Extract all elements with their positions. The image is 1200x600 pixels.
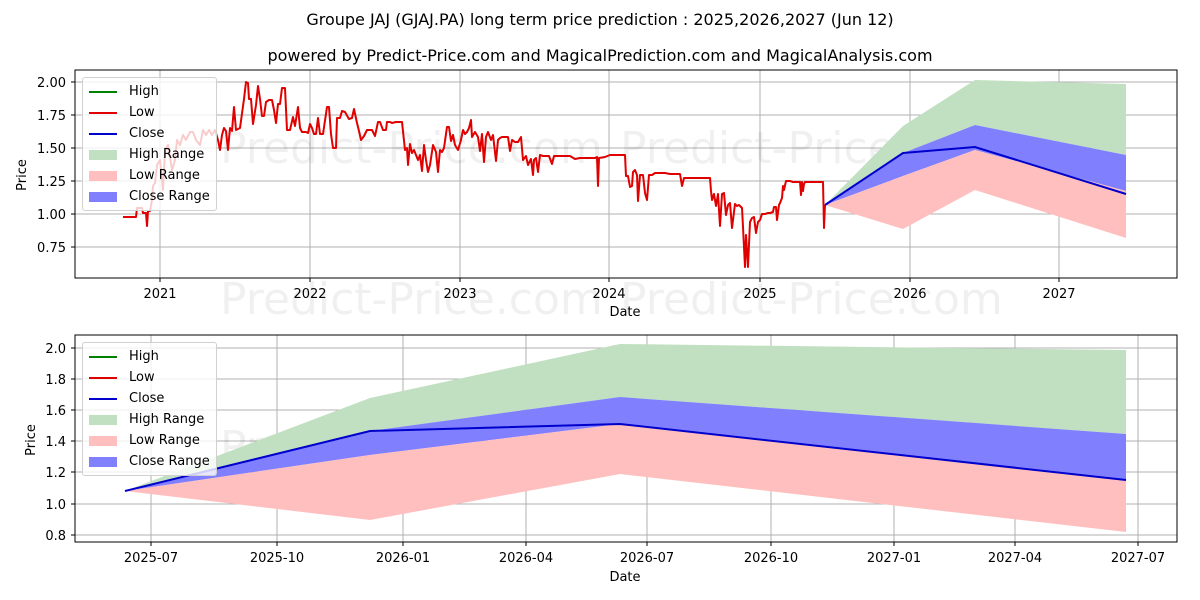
low-range-area <box>125 424 1126 532</box>
x-tick-label: 2026-01 <box>376 551 430 566</box>
line-swatch-icon <box>89 376 117 379</box>
legend-item-close: Close <box>89 123 210 144</box>
close-range-area <box>825 125 1126 205</box>
patch-swatch-icon <box>89 191 117 202</box>
y-tick-label: 1.4 <box>45 435 66 450</box>
legend-item-close-range: Close Range <box>89 451 210 472</box>
y-tick-label: 1.25 <box>37 175 66 190</box>
y-tick-label: 1.00 <box>37 208 66 223</box>
legend-label: Close Range <box>129 454 210 469</box>
watermark: Predict-Price.com <box>620 274 1003 325</box>
line-swatch-icon <box>89 355 117 358</box>
close-forecast-line <box>124 422 1127 492</box>
legend-item-close-range: Close Range <box>89 186 210 207</box>
bottom-axes-frame <box>74 334 1178 543</box>
line-swatch-icon <box>89 397 117 400</box>
legend-label: Low <box>129 105 155 120</box>
bottom-x-ticks: 2025-07 2025-10 2026-01 2026-04 2026-07 … <box>124 551 1165 566</box>
bottom-y-tick-marks <box>71 347 75 536</box>
bottom-legend: High Low Close High Range Low Range Clos… <box>82 342 217 476</box>
bottom-x-axis-label: Date <box>609 570 640 585</box>
y-tick-label: 1.6 <box>45 404 66 419</box>
top-x-axis-label: Date <box>609 305 640 320</box>
x-tick-label: 2027-04 <box>988 551 1042 566</box>
x-tick-label: 2024 <box>592 287 625 302</box>
x-tick-label: 2022 <box>293 287 326 302</box>
high-range-area <box>125 344 1126 491</box>
legend-label: High Range <box>129 412 205 427</box>
line-swatch-icon <box>89 132 117 135</box>
legend-label: Low <box>129 370 155 385</box>
top-chart: Predict-Price.com Predict-Price.com Pred… <box>15 69 1178 325</box>
legend-label: High Range <box>129 147 205 162</box>
legend-item-high-range: High Range <box>89 144 210 165</box>
chart-subtitle: powered by Predict-Price.com and Magical… <box>267 46 933 65</box>
legend-item-low: Low <box>89 367 210 388</box>
patch-swatch-icon <box>89 435 117 446</box>
top-y-ticks: 2.00 1.75 1.50 1.25 1.00 0.75 <box>37 76 66 256</box>
close-range-area <box>125 397 1126 491</box>
x-tick-label: 2026 <box>893 287 926 302</box>
x-tick-label: 2025-10 <box>250 551 304 566</box>
x-tick-label: 2023 <box>443 287 476 302</box>
legend-item-high: High <box>89 346 210 367</box>
legend-item-high-range: High Range <box>89 409 210 430</box>
legend-item-low: Low <box>89 102 210 123</box>
y-tick-label: 2.00 <box>37 76 66 91</box>
close-forecast-line <box>824 145 1127 206</box>
x-tick-label: 2026-04 <box>499 551 553 566</box>
x-tick-label: 2021 <box>143 287 176 302</box>
top-y-axis-label: Price <box>15 159 30 191</box>
legend-item-low-range: Low Range <box>89 430 210 451</box>
bottom-y-ticks: 2.0 1.8 1.6 1.4 1.2 1.0 0.8 <box>45 342 66 544</box>
top-x-tick-marks <box>159 278 1060 282</box>
legend-label: Close Range <box>129 189 210 204</box>
legend-label: Close <box>129 391 165 406</box>
x-tick-label: 2027 <box>1042 287 1075 302</box>
top-legend: High Low Close High Range Low Range Clos… <box>82 77 217 211</box>
y-tick-label: 0.75 <box>37 241 66 256</box>
legend-label: Low Range <box>129 433 200 448</box>
y-tick-label: 1.0 <box>45 498 66 513</box>
legend-item-high: High <box>89 81 210 102</box>
x-tick-label: 2025-07 <box>124 551 178 566</box>
y-tick-label: 0.8 <box>45 529 66 544</box>
line-swatch-icon <box>89 111 117 114</box>
x-tick-label: 2025 <box>743 287 776 302</box>
x-tick-label: 2026-10 <box>744 551 798 566</box>
chart-title: Groupe JAJ (GJAJ.PA) long term price pre… <box>306 10 894 29</box>
legend-label: Low Range <box>129 168 200 183</box>
patch-swatch-icon <box>89 414 117 425</box>
legend-label: Close <box>129 126 165 141</box>
y-tick-label: 1.8 <box>45 373 66 388</box>
bottom-y-axis-label: Price <box>24 424 39 456</box>
y-tick-label: 1.75 <box>37 109 66 124</box>
top-y-tick-marks <box>71 81 75 248</box>
patch-swatch-icon <box>89 149 117 160</box>
low-range-area <box>825 150 1126 238</box>
patch-swatch-icon <box>89 170 117 181</box>
x-tick-label: 2027-07 <box>1111 551 1165 566</box>
top-x-ticks: 2021 2022 2023 2024 2025 2026 2027 <box>143 287 1075 302</box>
legend-item-close: Close <box>89 388 210 409</box>
x-tick-label: 2026-07 <box>620 551 674 566</box>
y-tick-label: 1.50 <box>37 142 66 157</box>
low-price-line <box>123 81 826 268</box>
y-tick-label: 2.0 <box>45 342 66 357</box>
y-tick-label: 1.2 <box>45 466 66 481</box>
legend-label: High <box>129 349 159 364</box>
bottom-chart: Predict-Price.com Predict-Price.com 2.0 … <box>24 334 1178 585</box>
top-axes-frame <box>74 69 1178 279</box>
line-swatch-icon <box>89 90 117 93</box>
legend-item-low-range: Low Range <box>89 165 210 186</box>
high-range-area <box>825 80 1126 205</box>
patch-swatch-icon <box>89 456 117 467</box>
watermark: Predict-Price.com <box>220 274 603 325</box>
x-tick-label: 2027-01 <box>867 551 921 566</box>
bottom-x-tick-marks <box>150 542 1139 546</box>
legend-label: High <box>129 84 159 99</box>
